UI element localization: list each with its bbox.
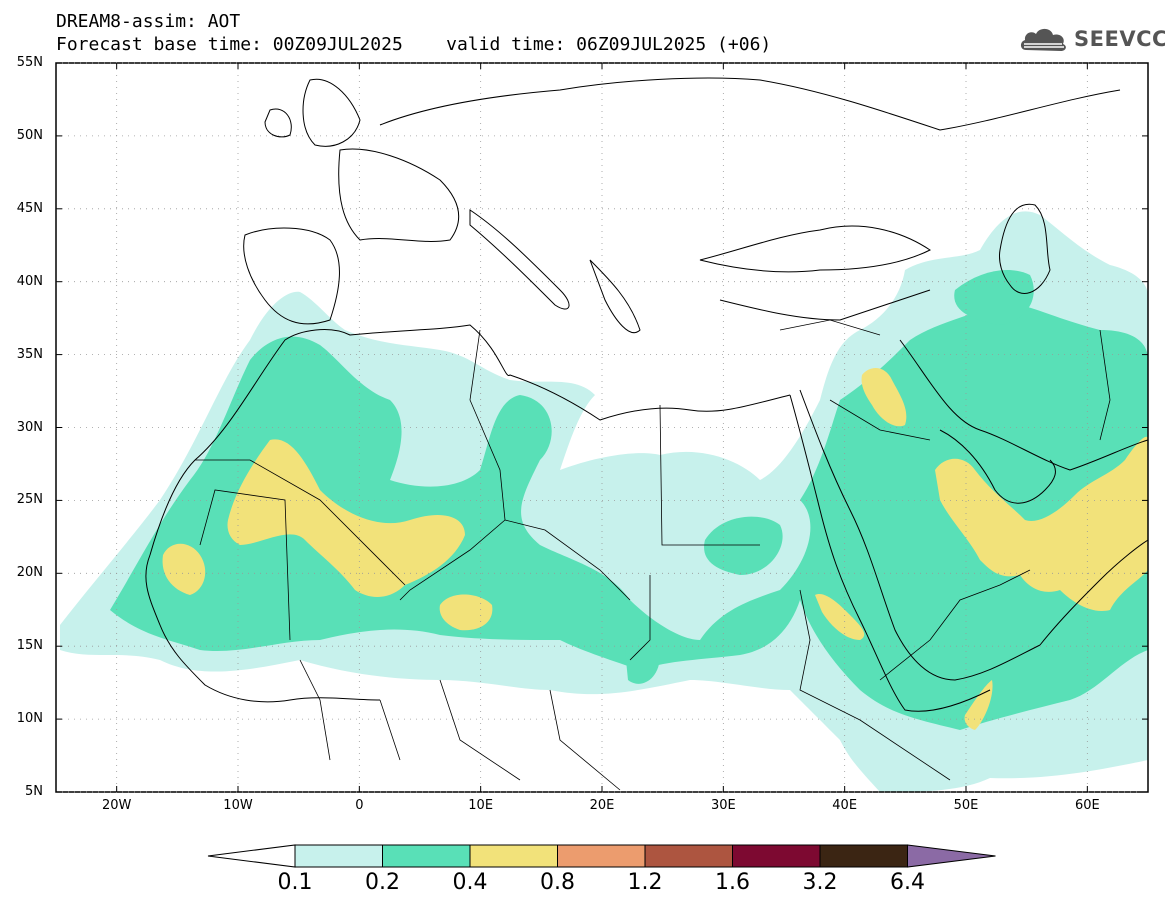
colorbar-bin [644,844,733,868]
coast-black-sea [699,225,931,273]
coast-persian-gulf [939,429,1056,504]
lat-label: 50N [16,127,43,143]
lat-label: 45N [16,200,43,216]
colorbar-tick-label: 0.2 [365,870,400,895]
aot-patch-caspian [954,270,1034,325]
aot-contour-0-4-niger [439,594,493,631]
lat-label: 35N [16,346,43,362]
coast-france [338,148,460,242]
coast-africa-west [145,554,381,703]
coast-arabian-sea [1039,539,1148,646]
border-saudi-iraq [829,399,931,441]
coast-italy [469,209,570,310]
colorbar-over-arrow [907,844,996,868]
coast-greece [589,259,641,333]
seevccc-logo: SEEVCCC [1018,24,1165,54]
lat-label: 30N [16,419,43,435]
coast-africa-north [149,324,791,556]
colorbar-tick-label: 1.6 [715,870,750,895]
aot-contour-0-4-eritrea [815,594,865,640]
coastlines [145,77,1148,712]
border-mali [195,459,406,586]
border-iran-afghanistan [1099,329,1111,441]
border-west-africa [299,659,621,791]
border-saudi-yemen [879,569,1031,681]
colorbar-tick-label: 0.4 [452,870,488,895]
aot-contour-0-4-mauritania [162,543,206,595]
coast-ireland [264,108,292,138]
coast-britain [302,78,361,147]
lat-label: 20N [16,565,43,581]
lat-label: 10N [16,711,43,727]
coast-iran [899,339,1148,471]
lon-label: 10E [468,798,494,813]
lon-label: 40E [832,798,858,813]
lon-label: 50E [953,798,979,813]
lat-label: 40N [16,273,43,289]
colorbar-bin [732,844,821,868]
lat-label: 15N [16,638,43,654]
coast-caspian [999,203,1051,294]
lon-label: 30E [710,798,736,813]
aot-contour-0-4-iraq [861,368,907,427]
colorbar-under-arrow [207,844,296,868]
lat-label: 55N [16,55,43,70]
cloud-icon [1020,28,1066,51]
lat-label: 25N [16,492,43,508]
border-libya-egypt [659,404,760,546]
aot-contour-0-4-sahara [227,439,465,597]
map-title: DREAM8-assim: AOT [56,11,241,32]
aot-patch-sahel-east [625,637,660,684]
logo-text: SEEVCCC [1074,27,1165,51]
colorbar-tick-label: 0.1 [277,870,313,895]
aot-field [60,211,1148,792]
colorbar-bin [469,844,558,868]
colorbar-tick-label: 3.2 [802,870,838,895]
coast-north-europe [379,77,1121,131]
lat-label: 5N [25,784,43,799]
colorbar-bin [819,844,908,868]
lon-label: 20E [589,798,615,813]
border-mauritania [199,489,291,641]
border-niger-chad [504,519,631,601]
colorbar-bin [294,844,383,868]
coast-anatolia [719,289,931,321]
country-borders [195,319,1111,791]
colorbar-tick-label: 0.8 [540,870,575,895]
lon-label: 0 [355,798,364,813]
colorbar-tick-label: 1.2 [627,870,663,895]
border-turkey-syria [779,319,881,336]
axis-ticks [56,62,1148,793]
forecast-times: Forecast base time: 00Z09JUL2025 valid t… [56,34,772,55]
lon-label: 10W [223,798,253,813]
lon-label: 60E [1074,798,1100,813]
lon-label: 20W [101,798,132,813]
aot-contour-0-4-arabia [935,436,1148,611]
border-sudan-chad [629,575,651,661]
colorbar [207,844,996,868]
border-east-africa [799,589,951,781]
coast-red-sea-west [789,394,991,712]
colorbar-tick-label: 6.4 [890,870,925,895]
coast-red-sea-east [799,389,1041,681]
coast-iberia [243,227,340,325]
colorbar-bin [557,844,646,868]
colorbar-bin [382,844,471,868]
